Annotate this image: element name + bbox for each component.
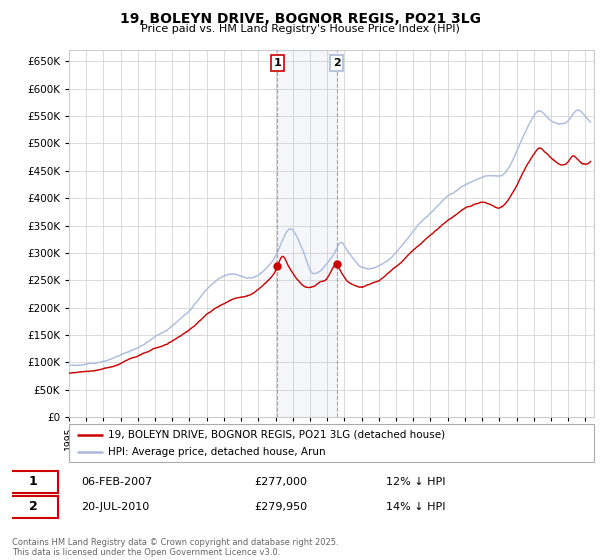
Text: £279,950: £279,950 [254,502,307,512]
Text: Contains HM Land Registry data © Crown copyright and database right 2025.
This d: Contains HM Land Registry data © Crown c… [12,538,338,557]
Text: £277,000: £277,000 [254,477,307,487]
Text: Price paid vs. HM Land Registry's House Price Index (HPI): Price paid vs. HM Land Registry's House … [140,24,460,34]
Text: 19, BOLEYN DRIVE, BOGNOR REGIS, PO21 3LG: 19, BOLEYN DRIVE, BOGNOR REGIS, PO21 3LG [119,12,481,26]
Text: 19, BOLEYN DRIVE, BOGNOR REGIS, PO21 3LG (detached house): 19, BOLEYN DRIVE, BOGNOR REGIS, PO21 3LG… [109,430,445,440]
FancyBboxPatch shape [9,496,58,518]
Text: 1: 1 [29,475,38,488]
Text: 2: 2 [333,58,341,68]
Text: 14% ↓ HPI: 14% ↓ HPI [386,502,446,512]
FancyBboxPatch shape [9,471,58,493]
Text: 1: 1 [274,58,281,68]
Text: 20-JUL-2010: 20-JUL-2010 [81,502,149,512]
Text: 12% ↓ HPI: 12% ↓ HPI [386,477,446,487]
FancyBboxPatch shape [69,424,594,462]
Bar [277,50,337,417]
Text: 2: 2 [29,501,38,514]
Text: 06-FEB-2007: 06-FEB-2007 [81,477,152,487]
Text: HPI: Average price, detached house, Arun: HPI: Average price, detached house, Arun [109,447,326,457]
